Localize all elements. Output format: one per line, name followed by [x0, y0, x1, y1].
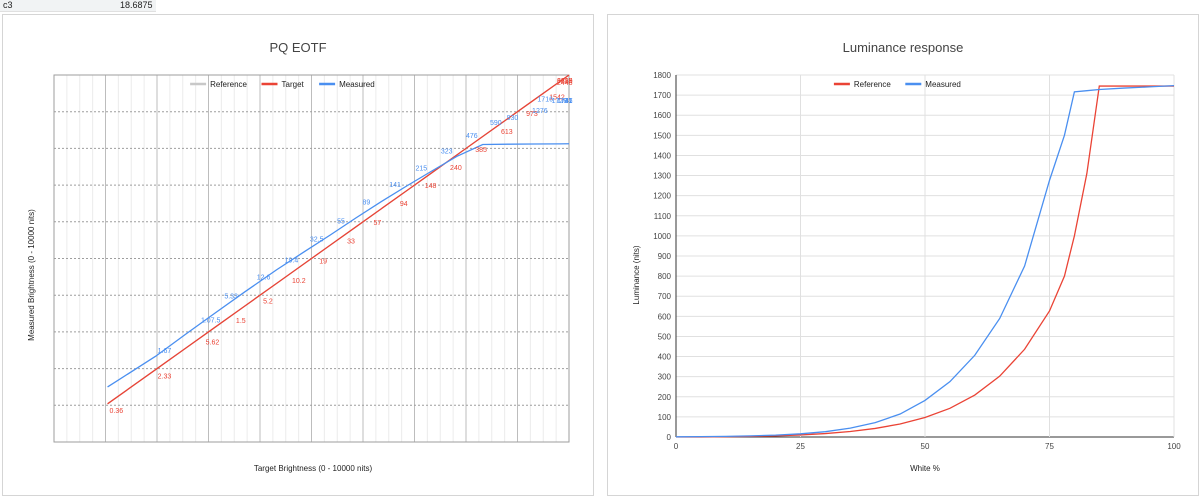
data-label-measured: 55	[337, 219, 345, 226]
grid	[53, 74, 570, 443]
data-label-measured: 590	[490, 120, 502, 127]
data-label-target: 2.33	[158, 374, 172, 381]
data-label-target: 6215	[557, 78, 573, 85]
y-tick-label: 0	[667, 433, 672, 442]
data-label-target: 148	[425, 183, 437, 190]
data-label-measured: 5.33	[224, 293, 238, 300]
data-label-measured: 1747	[557, 98, 573, 105]
data-label-measured: 1276	[532, 108, 548, 115]
pq-eotf-chart-panel[interactable]: PQ EOTF Target Brightness (0 - 10000 nit…	[2, 14, 594, 496]
y-tick-label: 700	[658, 292, 672, 301]
y-tick-label: 1800	[653, 71, 671, 80]
y-tick-label: 500	[658, 332, 672, 341]
x-axis-label: Target Brightness (0 - 10000 nits)	[254, 464, 373, 473]
data-label-measured: 1735	[557, 98, 573, 105]
data-label-target: 385	[475, 147, 487, 154]
series-line-target	[107, 74, 570, 405]
data-label-measured: 32.5	[310, 237, 324, 244]
y-tick-label: 1400	[653, 151, 671, 160]
y-axis-label: Measured Brightness (0 - 10000 nits)	[27, 209, 36, 341]
data-label-measured: 12.6	[257, 275, 271, 282]
data-label-target: 2446	[557, 80, 573, 87]
series-lines	[107, 74, 570, 405]
y-axis-label: Luminance (nits)	[632, 245, 641, 304]
y-tick-label: 1000	[653, 232, 671, 241]
data-label-measured: 1728	[552, 98, 568, 105]
data-label-measured: 19.4	[285, 258, 299, 265]
data-label-target: 1.5	[236, 318, 246, 325]
x-tick-label: 75	[1045, 442, 1054, 451]
y-tick-label: 600	[658, 312, 672, 321]
y-tick-label: 400	[658, 353, 672, 362]
x-tick-label: 0	[674, 442, 679, 451]
y-tick-label: 300	[658, 373, 672, 382]
legend-label-reference: Reference	[210, 80, 247, 89]
chart-title: Luminance response	[843, 40, 964, 55]
legend: Reference Target Measured	[190, 80, 375, 89]
y-tick-label: 1600	[653, 111, 671, 120]
y-tick-label: 1500	[653, 131, 671, 140]
data-label-measured: 89	[362, 200, 370, 207]
y-tick-label: 1300	[653, 172, 671, 181]
data-label-target: 19	[319, 258, 327, 265]
data-label-measured: 1716	[537, 96, 553, 103]
data-labels: 0.36 2.33 1.67 5.62 1.07.5 1.5 5.33 5.2 12.6 10.2…	[110, 78, 573, 415]
chart-title: PQ EOTF	[269, 40, 326, 55]
legend-label-measured: Measured	[925, 80, 961, 89]
pq-eotf-chart: PQ EOTF Target Brightness (0 - 10000 nit…	[27, 40, 573, 473]
tick-labels: 0100200300400500600700800900100011001200…	[653, 71, 1181, 451]
series-line-measured	[107, 143, 570, 388]
data-label-measured: 930	[507, 115, 519, 122]
series-lines	[675, 85, 1175, 438]
x-tick-label: 100	[1167, 442, 1181, 451]
cell-readout: c3 18.6875	[0, 0, 156, 12]
legend-label-measured: Measured	[339, 80, 375, 89]
x-tick-label: 25	[796, 442, 805, 451]
data-label-target: 5.2	[263, 298, 273, 305]
data-label-target: 3889	[557, 78, 573, 85]
series-line-measured	[675, 85, 1175, 438]
luminance-response-chart-panel[interactable]: Luminance response White % Luminance (ni…	[607, 14, 1199, 496]
data-label-target: 1542	[549, 94, 565, 101]
y-tick-label: 800	[658, 272, 672, 281]
data-label-measured: 215	[416, 166, 428, 173]
cell-reference: c3	[3, 0, 13, 10]
data-label-target: 94	[400, 201, 408, 208]
data-label-target: 973	[526, 111, 538, 118]
data-label-measured: 1741	[557, 98, 573, 105]
legend-label-reference: Reference	[854, 80, 891, 89]
data-label-target: 613	[501, 129, 513, 136]
legend: Reference Measured	[833, 80, 961, 89]
y-tick-label: 1700	[653, 91, 671, 100]
y-tick-label: 900	[658, 252, 672, 261]
grid	[675, 74, 1175, 438]
y-tick-label: 1100	[654, 212, 672, 221]
data-label-target: 0.36	[110, 408, 124, 415]
x-axis-label: White %	[910, 464, 940, 473]
data-label-target: 240	[450, 165, 462, 172]
y-tick-label: 1200	[653, 192, 671, 201]
data-label-target: 5.62	[206, 339, 220, 346]
data-label-target: 57	[373, 220, 381, 227]
y-tick-label: 100	[658, 413, 672, 422]
data-label-measured: 476	[466, 133, 478, 140]
legend-label-target: Target	[282, 80, 305, 89]
data-label-measured: 1.07.5	[201, 317, 221, 324]
data-label-measured: 1.67	[158, 348, 172, 355]
luminance-response-chart: Luminance response White % Luminance (ni…	[632, 40, 1181, 473]
cell-value: 18.6875	[120, 0, 153, 10]
data-label-measured: 323	[441, 149, 453, 156]
plot-area-border	[53, 74, 570, 443]
data-label-measured: 141	[389, 182, 401, 189]
x-tick-label: 50	[921, 442, 930, 451]
data-label-target: 10.2	[292, 278, 306, 285]
data-label-target: 33	[347, 239, 355, 246]
y-tick-label: 200	[658, 393, 672, 402]
